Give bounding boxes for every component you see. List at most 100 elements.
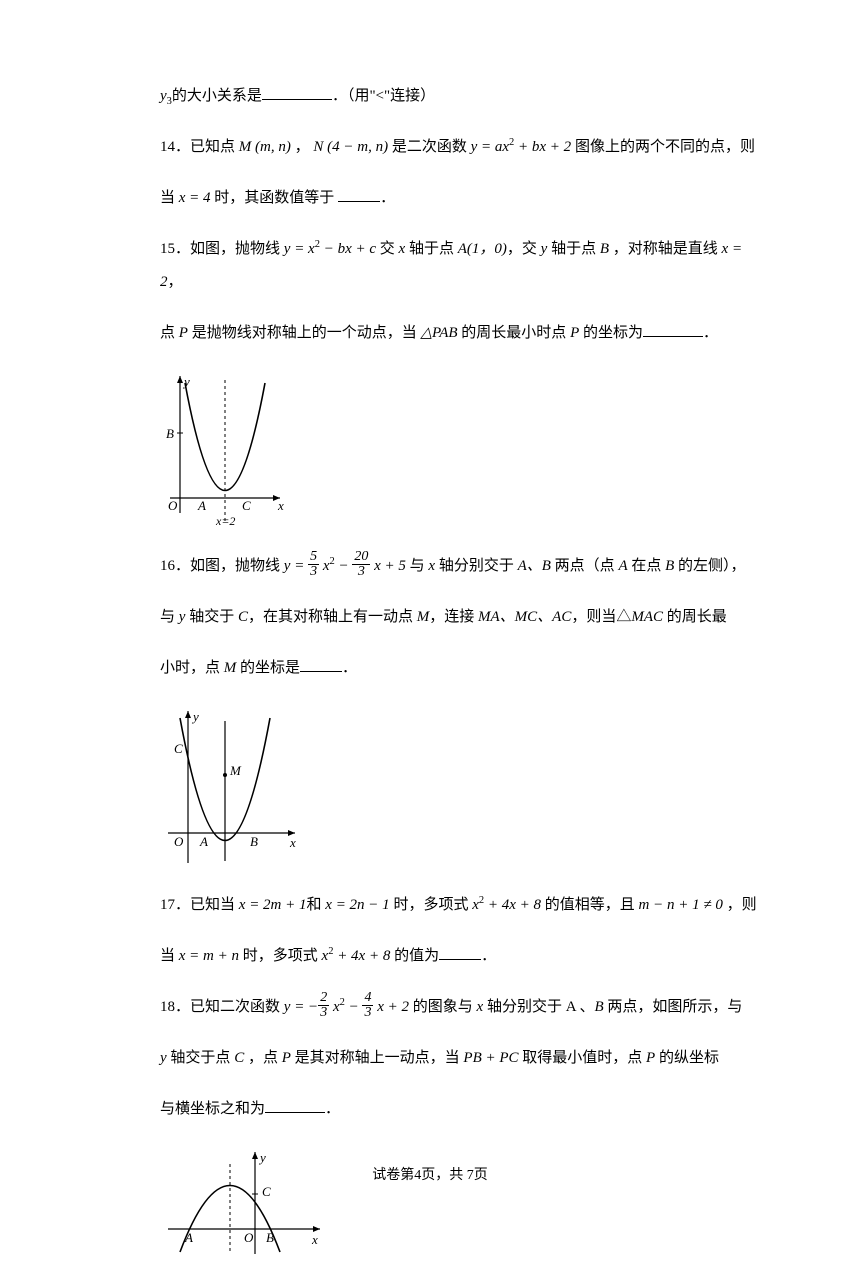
- eq: y = ax2 + bx + 2: [471, 139, 572, 155]
- t: ，在其对称轴上有一动点: [248, 609, 417, 625]
- num: 18．: [160, 999, 190, 1015]
- t: 轴交于点: [167, 1050, 235, 1066]
- poly: x2 + 4x + 8: [472, 897, 541, 913]
- tri: △PAB: [420, 325, 457, 341]
- t: ，: [291, 139, 314, 155]
- y: y: [160, 1050, 167, 1066]
- x4: x = 4: [179, 190, 211, 206]
- num: 17．: [160, 897, 190, 913]
- q18-line2: y 轴交于点 C ，点 P 是其对称轴上一动点，当 PB + PC 取得最小值时…: [160, 1042, 760, 1075]
- M: M (m, n): [239, 139, 291, 155]
- t: 时，多项式: [239, 948, 322, 964]
- t: 的纵坐标: [655, 1050, 719, 1066]
- t: 的值为: [390, 948, 439, 964]
- t: 的周长最小时点: [458, 325, 571, 341]
- t: 两点，如图所示，与: [604, 999, 743, 1015]
- t: 轴于点: [405, 241, 458, 257]
- figure-q16: y x O A B C M: [160, 703, 760, 876]
- q18-line1: 18．已知二次函数 y = −23 x2 − 43 x + 2 的图象与 x 轴…: [160, 991, 760, 1024]
- figure-q15: y x O A C B x=2: [160, 368, 760, 536]
- t: 是二次函数: [388, 139, 471, 155]
- t: 小时，点: [160, 660, 224, 676]
- x3: x = m + n: [179, 948, 239, 964]
- blank: [643, 319, 703, 337]
- svg-text:A: A: [184, 1230, 193, 1245]
- A: A(1，0): [458, 241, 507, 257]
- q15-line1: 15．如图，抛物线 y = x2 − bx + c 交 x 轴于点 A(1，0)…: [160, 233, 760, 299]
- svg-text:C: C: [242, 498, 251, 513]
- P2: P: [570, 325, 579, 341]
- svg-text:O: O: [174, 834, 184, 849]
- C: C: [234, 1050, 244, 1066]
- svg-text:y: y: [182, 374, 190, 389]
- B: B: [600, 241, 609, 257]
- q16-line2: 与 y 轴交于 C，在其对称轴上有一动点 M，连接 MA、MC、AC，则当△MA…: [160, 601, 760, 634]
- svg-text:x: x: [289, 835, 296, 850]
- svg-text:y: y: [258, 1150, 266, 1165]
- t: 的坐标是: [236, 660, 300, 676]
- svg-text:C: C: [262, 1184, 271, 1199]
- t: 的图象与: [409, 999, 477, 1015]
- num: 16．: [160, 558, 190, 574]
- B: B: [594, 999, 603, 1015]
- num: 15．: [160, 241, 190, 257]
- t: 的坐标为: [579, 325, 643, 341]
- figure-q18: y x O A B C: [160, 1144, 760, 1272]
- P: P: [179, 325, 188, 341]
- t: 轴分别交于: [435, 558, 518, 574]
- t: 两点（点: [551, 558, 619, 574]
- footer-text: 试卷第4页，共 7页: [372, 1168, 488, 1183]
- q15-line2: 点 P 是抛物线对称轴上的一个动点，当 △PAB 的周长最小时点 P 的坐标为 ．: [160, 317, 760, 350]
- t: 的周长最: [663, 609, 727, 625]
- q16-line1: 16．如图，抛物线 y = 53 x2 − 203 x + 5 与 x 轴分别交…: [160, 550, 760, 583]
- t: 当: [160, 190, 179, 206]
- t: 的大小关系是: [172, 88, 262, 104]
- t: ，对称轴是直线: [609, 241, 722, 257]
- eq: y = 53 x2 − 203 x + 5: [284, 558, 406, 574]
- t: ，则: [723, 897, 757, 913]
- t: 的值相等，且: [541, 897, 639, 913]
- t: 如图，抛物线: [190, 558, 284, 574]
- t: 如图，抛物线: [190, 241, 284, 257]
- eq: y = x2 − bx + c: [284, 241, 376, 257]
- t: 是抛物线对称轴上的一个动点，当: [188, 325, 421, 341]
- t: ．: [703, 325, 718, 341]
- num: 14．: [160, 139, 190, 155]
- q13-tail: y3的大小关系是．（用"<"连接）: [160, 80, 760, 113]
- t: 当: [160, 948, 179, 964]
- parabola-down-icon: y x O A B C: [160, 1144, 330, 1264]
- AB: A、B: [518, 558, 551, 574]
- t: ，: [168, 274, 183, 290]
- t: 与: [160, 609, 179, 625]
- t: 点: [160, 325, 179, 341]
- t: ．: [481, 948, 496, 964]
- q17-line2: 当 x = m + n 时，多项式 x2 + 4x + 8 的值为 ．: [160, 940, 760, 973]
- t: ．: [380, 190, 395, 206]
- t: ．: [342, 660, 357, 676]
- t: 图像上的两个不同的点，则: [571, 139, 755, 155]
- blank: [338, 184, 380, 202]
- MAC: MAC: [631, 609, 663, 625]
- t: 已知点: [190, 139, 239, 155]
- svg-text:O: O: [244, 1230, 254, 1245]
- P: P: [282, 1050, 291, 1066]
- t: ，则当△: [571, 609, 631, 625]
- svg-text:C: C: [174, 741, 183, 756]
- svg-text:B: B: [166, 426, 174, 441]
- t: 轴分别交于 A 、: [483, 999, 594, 1015]
- t: 的左侧），: [674, 558, 745, 574]
- page-footer: 试卷第4页，共 7页: [0, 1165, 860, 1186]
- blank: [265, 1095, 325, 1113]
- q17-line1: 17．已知当 x = 2m + 1和 x = 2n − 1 时，多项式 x2 +…: [160, 889, 760, 922]
- poly2: x2 + 4x + 8: [322, 948, 391, 964]
- t: 取得最小值时，点: [519, 1050, 647, 1066]
- q14-line2: 当 x = 4 时，其函数值等于 ．: [160, 182, 760, 215]
- svg-text:A: A: [197, 498, 206, 513]
- x1: x = 2m + 1: [239, 897, 307, 913]
- B: B: [665, 558, 674, 574]
- parabola-up-icon: y x O A B C M: [160, 703, 305, 868]
- t: 在点: [628, 558, 666, 574]
- M2: M: [224, 660, 237, 676]
- q18-line3: 与横坐标之和为．: [160, 1093, 760, 1126]
- svg-text:A: A: [199, 834, 208, 849]
